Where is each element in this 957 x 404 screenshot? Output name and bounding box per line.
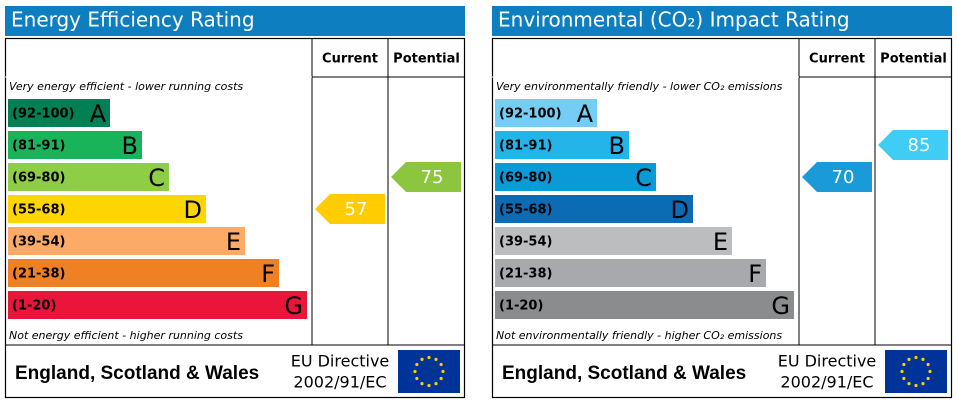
band-letter: E	[226, 228, 241, 256]
band-letter: A	[90, 100, 107, 128]
eu-star	[921, 382, 925, 386]
eu-star	[926, 362, 930, 367]
bottom-note: Not environmentally friendly - higher CO…	[496, 329, 782, 342]
rating-value: 57	[345, 199, 368, 220]
rating-band	[495, 227, 732, 255]
rating-band	[8, 163, 169, 191]
rating-band	[495, 291, 794, 319]
band-letter: C	[148, 164, 165, 192]
directive: 2002/91/EC	[780, 373, 873, 392]
eu-star	[420, 382, 424, 386]
band-range: (21-38)	[499, 267, 552, 282]
directive: EU Directive	[291, 352, 390, 371]
rating-band	[495, 99, 597, 127]
region: England, Scotland & Wales	[15, 363, 259, 384]
eu-star	[926, 376, 930, 381]
band-letter: B	[609, 132, 625, 160]
rating-band	[8, 99, 110, 127]
frame	[4, 37, 466, 399]
top-note: Very environmentally friendly - lower CO…	[496, 80, 783, 93]
rating-band	[8, 291, 307, 319]
eu-star	[914, 355, 918, 360]
rating-band	[495, 195, 693, 223]
eu-star	[420, 357, 424, 361]
region: England, Scotland & Wales	[502, 363, 746, 384]
column-header: Potential	[880, 52, 947, 67]
rating-band	[8, 131, 142, 159]
eu-star	[921, 357, 925, 361]
band-range: (69-80)	[12, 171, 65, 186]
eu-star	[928, 369, 932, 374]
directive: 2002/91/EC	[293, 373, 386, 392]
band-letter: D	[184, 196, 202, 224]
directive: EU Directive	[778, 352, 877, 371]
bottom-note: Not energy efficient - higher running co…	[9, 329, 243, 342]
band-letter: C	[635, 164, 652, 192]
eu-star	[415, 376, 419, 381]
eu-star	[427, 383, 431, 388]
title-bar	[5, 6, 465, 36]
rating-arrow	[391, 162, 461, 192]
rating-value: 85	[908, 135, 931, 156]
eu-star	[900, 369, 904, 374]
band-range: (39-54)	[12, 235, 65, 250]
column-header: Potential	[393, 52, 460, 67]
rating-band	[495, 259, 766, 287]
eu-star	[902, 376, 906, 381]
band-letter: F	[261, 260, 275, 288]
band-letter: A	[577, 100, 594, 128]
band-range: (1-20)	[499, 299, 543, 314]
eu-star	[907, 382, 911, 386]
band-range: (81-91)	[499, 139, 552, 154]
band-range: (39-54)	[499, 235, 552, 250]
eu-star	[439, 362, 443, 367]
band-letter: G	[284, 292, 303, 320]
top-note: Very energy efficient - lower running co…	[9, 80, 243, 93]
eu-star	[441, 369, 445, 374]
rating-arrow	[315, 194, 385, 224]
band-range: (92-100)	[12, 107, 75, 122]
rating-arrow	[878, 130, 948, 160]
band-letter: D	[671, 196, 689, 224]
band-range: (81-91)	[12, 139, 65, 154]
band-letter: F	[748, 260, 762, 288]
band-range: (69-80)	[499, 171, 552, 186]
band-range: (21-38)	[12, 267, 65, 282]
rating-band	[8, 259, 279, 287]
rating-arrow	[802, 162, 872, 192]
rating-value: 75	[421, 167, 444, 188]
band-range: (1-20)	[12, 299, 56, 314]
eu-star	[439, 376, 443, 381]
band-letter: E	[713, 228, 728, 256]
band-letter: B	[122, 132, 138, 160]
panel-title: Environmental (CO₂) Impact Rating	[498, 8, 850, 32]
eu-star	[427, 355, 431, 360]
eu-star	[907, 357, 911, 361]
eu-star	[902, 362, 906, 367]
band-range: (55-68)	[12, 203, 65, 218]
rating-value: 70	[832, 167, 855, 188]
rating-band	[495, 163, 656, 191]
panel-title: Energy Efficiency Rating	[11, 8, 255, 32]
eu-star	[914, 383, 918, 388]
band-range: (92-100)	[499, 107, 562, 122]
column-header: Current	[322, 52, 378, 67]
eu-star	[434, 382, 438, 386]
eu-star	[413, 369, 417, 374]
column-header: Current	[809, 52, 865, 67]
eu-star	[415, 362, 419, 367]
eu-star	[434, 357, 438, 361]
band-letter: G	[771, 292, 790, 320]
rating-band	[495, 131, 629, 159]
frame	[491, 37, 953, 399]
title-bar	[492, 6, 952, 36]
band-range: (55-68)	[499, 203, 552, 218]
rating-band	[8, 195, 206, 223]
rating-band	[8, 227, 245, 255]
